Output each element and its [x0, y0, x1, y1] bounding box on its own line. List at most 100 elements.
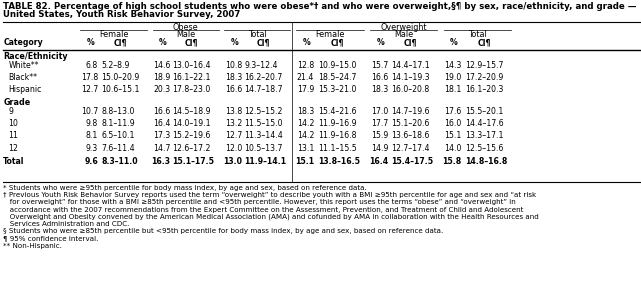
Text: 14.2: 14.2: [297, 132, 314, 141]
Text: 13.2: 13.2: [225, 119, 242, 128]
Text: 13.8–16.5: 13.8–16.5: [318, 156, 360, 166]
Text: 16.1–20.3: 16.1–20.3: [465, 86, 503, 95]
Text: CI¶: CI¶: [331, 38, 344, 47]
Text: 8.8–13.0: 8.8–13.0: [101, 106, 135, 115]
Text: Black**: Black**: [8, 73, 37, 82]
Text: 11: 11: [8, 132, 19, 141]
Text: 10: 10: [8, 119, 18, 128]
Text: 14.8–16.8: 14.8–16.8: [465, 156, 507, 166]
Text: accordance with the 2007 recommendations from the Expert Committee on the Assess: accordance with the 2007 recommendations…: [3, 207, 524, 213]
Text: %: %: [450, 38, 458, 47]
Text: %: %: [159, 38, 167, 47]
Text: 16.0: 16.0: [444, 119, 462, 128]
Text: 18.9: 18.9: [153, 73, 171, 82]
Text: 16.6: 16.6: [153, 106, 171, 115]
Text: CI¶: CI¶: [114, 38, 127, 47]
Text: 14.1–19.3: 14.1–19.3: [391, 73, 429, 82]
Text: %: %: [231, 38, 238, 47]
Text: 8.1: 8.1: [86, 132, 98, 141]
Text: %: %: [377, 38, 385, 47]
Text: CI¶: CI¶: [257, 38, 270, 47]
Text: 17.6: 17.6: [444, 106, 462, 115]
Text: CI¶: CI¶: [478, 38, 490, 47]
Text: 15.4–17.5: 15.4–17.5: [391, 156, 433, 166]
Text: 17.8: 17.8: [81, 73, 98, 82]
Text: 14.5–18.9: 14.5–18.9: [172, 106, 211, 115]
Text: 21.4: 21.4: [297, 73, 314, 82]
Text: 17.3: 17.3: [153, 132, 171, 141]
Text: Grade: Grade: [3, 98, 31, 107]
Text: 14.7–18.7: 14.7–18.7: [244, 86, 283, 95]
Text: United States, Youth Risk Behavior Survey, 2007: United States, Youth Risk Behavior Surve…: [3, 10, 240, 19]
Text: 9.6: 9.6: [85, 156, 98, 166]
Text: 6.8: 6.8: [86, 60, 98, 69]
Text: 12.6–17.2: 12.6–17.2: [172, 144, 211, 153]
Text: 10.7: 10.7: [81, 106, 98, 115]
Text: 16.6: 16.6: [225, 86, 242, 95]
Text: 13.3–17.1: 13.3–17.1: [465, 132, 503, 141]
Text: 6.5–10.1: 6.5–10.1: [101, 132, 135, 141]
Text: 9.3–12.4: 9.3–12.4: [244, 60, 278, 69]
Text: 10.5–13.7: 10.5–13.7: [244, 144, 283, 153]
Text: 14.7: 14.7: [153, 144, 171, 153]
Text: 15.2–19.6: 15.2–19.6: [172, 132, 211, 141]
Text: Total: Total: [3, 156, 25, 166]
Text: 11.5–15.0: 11.5–15.0: [244, 119, 283, 128]
Text: 9.3: 9.3: [86, 144, 98, 153]
Text: for overweight” for those with a BMI ≥85th percentile and <95th percentile. Howe: for overweight” for those with a BMI ≥85…: [3, 200, 516, 205]
Text: 15.1: 15.1: [295, 156, 314, 166]
Text: 13.0: 13.0: [223, 156, 242, 166]
Text: 11.9–14.1: 11.9–14.1: [244, 156, 287, 166]
Text: 15.5–20.1: 15.5–20.1: [465, 106, 503, 115]
Text: 20.3: 20.3: [153, 86, 171, 95]
Text: 12.8: 12.8: [297, 60, 314, 69]
Text: 17.9: 17.9: [297, 86, 314, 95]
Text: Female: Female: [315, 30, 345, 39]
Text: Overweight and Obesity convened by the American Medical Association (AMA) and co: Overweight and Obesity convened by the A…: [3, 214, 539, 220]
Text: 13.6–18.6: 13.6–18.6: [391, 132, 429, 141]
Text: 14.0–19.1: 14.0–19.1: [172, 119, 211, 128]
Text: 16.2–20.7: 16.2–20.7: [244, 73, 283, 82]
Text: 17.7: 17.7: [371, 119, 388, 128]
Text: 11.1–15.5: 11.1–15.5: [318, 144, 356, 153]
Text: § Students who were ≥85th percentile but <95th percentile for body mass index, b: § Students who were ≥85th percentile but…: [3, 228, 444, 234]
Text: 10.9–15.0: 10.9–15.0: [318, 60, 356, 69]
Text: Obese: Obese: [172, 23, 198, 32]
Text: TABLE 82. Percentage of high school students who were obese*† and who were overw: TABLE 82. Percentage of high school stud…: [3, 2, 637, 11]
Text: 16.1–22.1: 16.1–22.1: [172, 73, 211, 82]
Text: Total: Total: [248, 30, 267, 39]
Text: 12.7: 12.7: [81, 86, 98, 95]
Text: * Students who were ≥95th percentile for body mass index, by age and sex, based : * Students who were ≥95th percentile for…: [3, 185, 367, 191]
Text: 16.4: 16.4: [369, 156, 388, 166]
Text: Hispanic: Hispanic: [8, 86, 42, 95]
Text: White**: White**: [8, 60, 39, 69]
Text: 15.9: 15.9: [371, 132, 388, 141]
Text: 18.5–24.7: 18.5–24.7: [318, 73, 356, 82]
Text: ** Non-Hispanic.: ** Non-Hispanic.: [3, 243, 62, 248]
Text: 13.1: 13.1: [297, 144, 314, 153]
Text: 14.4–17.6: 14.4–17.6: [465, 119, 503, 128]
Text: 15.7: 15.7: [371, 60, 388, 69]
Text: 15.0–20.9: 15.0–20.9: [101, 73, 140, 82]
Text: 13.0–16.4: 13.0–16.4: [172, 60, 211, 69]
Text: Services Administration and CDC.: Services Administration and CDC.: [3, 221, 129, 227]
Text: 9: 9: [8, 106, 13, 115]
Text: %: %: [303, 38, 310, 47]
Text: ¶ 95% confidence interval.: ¶ 95% confidence interval.: [3, 235, 99, 241]
Text: 18.1: 18.1: [444, 86, 462, 95]
Text: CI¶: CI¶: [404, 38, 417, 47]
Text: 12: 12: [8, 144, 18, 153]
Text: † Previous Youth Risk Behavior Survey reports used the term “overweight” to desc: † Previous Youth Risk Behavior Survey re…: [3, 192, 537, 198]
Text: 18.3: 18.3: [297, 106, 314, 115]
Text: 15.1–20.6: 15.1–20.6: [391, 119, 429, 128]
Text: 14.6: 14.6: [153, 60, 171, 69]
Text: 15.4–21.6: 15.4–21.6: [318, 106, 356, 115]
Text: 12.0: 12.0: [225, 144, 242, 153]
Text: 8.1–11.9: 8.1–11.9: [101, 119, 135, 128]
Text: 5.2–8.9: 5.2–8.9: [101, 60, 129, 69]
Text: Total: Total: [468, 30, 487, 39]
Text: 17.2–20.9: 17.2–20.9: [465, 73, 503, 82]
Text: 8.3–11.0: 8.3–11.0: [101, 156, 138, 166]
Text: 9.8: 9.8: [86, 119, 98, 128]
Text: 12.5–15.2: 12.5–15.2: [244, 106, 283, 115]
